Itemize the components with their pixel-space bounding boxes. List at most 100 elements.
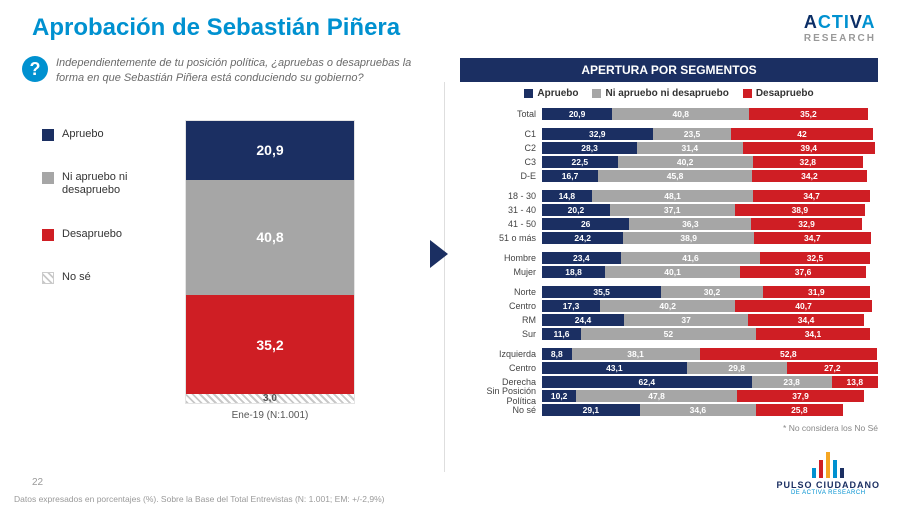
segment-bar-part: 13,8 bbox=[832, 376, 878, 388]
legend-desapruebo: Desapruebo bbox=[62, 228, 122, 241]
segment-bar-part: 37,9 bbox=[737, 390, 864, 402]
segment-bar-part: 22,5 bbox=[542, 156, 618, 168]
segment-row-label: Hombre bbox=[460, 253, 542, 263]
activa-logo: ACTIVA RESEARCH bbox=[804, 12, 876, 44]
pulso-sub: DE ACTIVA RESEARCH bbox=[776, 490, 880, 496]
legend-nose: No sé bbox=[62, 271, 91, 284]
segment-bar-part: 35,5 bbox=[542, 286, 661, 298]
segment-bar-part: 30,2 bbox=[661, 286, 762, 298]
segment-row-bar: 35,530,231,9 bbox=[542, 286, 878, 298]
swatch-neutral-mini bbox=[592, 89, 601, 98]
segment-group: C132,923,542C228,331,439,4C322,540,232,8… bbox=[460, 127, 878, 183]
segment-bar-part: 20,2 bbox=[542, 204, 610, 216]
segment-bar-part: 29,8 bbox=[687, 362, 787, 374]
segment-bar-part: 26 bbox=[542, 218, 629, 230]
segment-bar-part: 10,2 bbox=[542, 390, 576, 402]
segment-row-label: 41 - 50 bbox=[460, 219, 542, 229]
segment-bar-part: 25,8 bbox=[756, 404, 843, 416]
segment-bar-part: 52,8 bbox=[700, 348, 877, 360]
segment-bar-part: 31,4 bbox=[637, 142, 743, 154]
segment-row: RM24,43734,4 bbox=[460, 313, 878, 327]
swatch-desapruebo-mini bbox=[743, 89, 752, 98]
segment-row: C228,331,439,4 bbox=[460, 141, 878, 155]
segment-row-label: Izquierda bbox=[460, 349, 542, 359]
segment-bar-part: 32,5 bbox=[760, 252, 869, 264]
segment-bar-part: 34,4 bbox=[748, 314, 864, 326]
segment-row-label: RM bbox=[460, 315, 542, 325]
segment-bar-part: 17,3 bbox=[542, 300, 600, 312]
segment-bar-part: 34,1 bbox=[756, 328, 871, 340]
segment-group: Norte35,530,231,9Centro17,340,240,7RM24,… bbox=[460, 285, 878, 341]
segment-row-bar: 62,423,813,8 bbox=[542, 376, 878, 388]
segment-bar-part: 37,6 bbox=[740, 266, 866, 278]
segment-bar-part: 32,8 bbox=[753, 156, 863, 168]
swatch-desapruebo bbox=[42, 229, 54, 241]
segment-row: 51 o más24,238,934,7 bbox=[460, 231, 878, 245]
segment-row: C322,540,232,8 bbox=[460, 155, 878, 169]
segment-row-bar: 20,237,138,9 bbox=[542, 204, 878, 216]
segment-row-bar: 10,247,837,9 bbox=[542, 390, 878, 402]
segment-bar-part: 41,6 bbox=[621, 252, 761, 264]
question-text: Independientemente de tu posición políti… bbox=[56, 56, 436, 86]
segment-bar-part: 35,2 bbox=[749, 108, 867, 120]
segment-row: Izquierda8,838,152,8 bbox=[460, 347, 878, 361]
segment-bar-part: 31,9 bbox=[763, 286, 870, 298]
stacked-legend: Apruebo Ni apruebo ni desapruebo Desapru… bbox=[42, 128, 148, 314]
segment-bar-part: 16,7 bbox=[542, 170, 598, 182]
legend-apruebo: Apruebo bbox=[62, 128, 104, 141]
seg-legend-2: Desapruebo bbox=[756, 88, 814, 99]
segment-row-label: Norte bbox=[460, 287, 542, 297]
segment-bar-part: 40,8 bbox=[612, 108, 749, 120]
segment-bar-part: 38,9 bbox=[735, 204, 866, 216]
seg-legend-1: Ni apruebo ni desapruebo bbox=[605, 88, 728, 99]
segment-row: Centro17,340,240,7 bbox=[460, 299, 878, 313]
segment-bar-part: 36,3 bbox=[629, 218, 751, 230]
segment-group: Total20,940,835,2 bbox=[460, 107, 878, 121]
segment-bar-part: 52 bbox=[581, 328, 756, 340]
segment-row: No sé29,134,625,8 bbox=[460, 403, 878, 417]
segment-row-label: D-E bbox=[460, 171, 542, 181]
segment-row: 18 - 3014,848,134,7 bbox=[460, 189, 878, 203]
stack-seg-apruebo: 20,9 bbox=[186, 121, 354, 180]
segment-row: 31 - 4020,237,138,9 bbox=[460, 203, 878, 217]
swatch-apruebo-mini bbox=[524, 89, 533, 98]
divider-line bbox=[444, 82, 445, 472]
swatch-neutral bbox=[42, 172, 54, 184]
segment-row-label: No sé bbox=[460, 405, 542, 415]
stacked-bar-chart: 20,940,835,23,0 Ene-19 (N:1.001) bbox=[170, 120, 370, 421]
segment-bar-part: 24,4 bbox=[542, 314, 624, 326]
segment-group: Hombre23,441,632,5Mujer18,840,137,6 bbox=[460, 251, 878, 279]
segment-bar-part: 14,8 bbox=[542, 190, 592, 202]
stacked-x-label: Ene-19 (N:1.001) bbox=[170, 410, 370, 421]
segment-bar-part: 37 bbox=[624, 314, 748, 326]
segment-bar-part: 48,1 bbox=[592, 190, 754, 202]
pulso-logo: PULSO CIUDADANO DE ACTIVA RESEARCH bbox=[776, 452, 880, 496]
segment-group: Izquierda8,838,152,8Centro43,129,827,2De… bbox=[460, 347, 878, 417]
stack-seg-desapruebo: 35,2 bbox=[186, 295, 354, 394]
segment-bar-part: 23,8 bbox=[752, 376, 832, 388]
segment-row-label: C1 bbox=[460, 129, 542, 139]
segment-row-label: Mujer bbox=[460, 267, 542, 277]
segment-bar-part: 34,7 bbox=[754, 232, 871, 244]
segment-row: 41 - 502636,332,9 bbox=[460, 217, 878, 231]
segment-bar-part: 32,9 bbox=[542, 128, 653, 140]
seg-legend-0: Apruebo bbox=[537, 88, 578, 99]
segment-row: Hombre23,441,632,5 bbox=[460, 251, 878, 265]
pulso-title: PULSO CIUDADANO bbox=[776, 480, 880, 490]
segment-bar-part: 40,2 bbox=[618, 156, 753, 168]
segment-row-bar: 23,441,632,5 bbox=[542, 252, 878, 264]
page-number: 22 bbox=[32, 477, 43, 488]
segment-bar-part: 32,9 bbox=[751, 218, 862, 230]
segment-bar-part: 42 bbox=[731, 128, 872, 140]
segments-note: * No considera los No Sé bbox=[460, 423, 878, 433]
segment-row: Centro43,129,827,2 bbox=[460, 361, 878, 375]
footnote: Datos expresados en porcentajes (%). Sob… bbox=[14, 494, 385, 504]
segment-row-label: Centro bbox=[460, 363, 542, 373]
segment-bar-part: 45,8 bbox=[598, 170, 752, 182]
segment-bar-part: 62,4 bbox=[542, 376, 752, 388]
segment-bar-part: 39,4 bbox=[743, 142, 875, 154]
segment-row-bar: 14,848,134,7 bbox=[542, 190, 878, 202]
stack-seg-neutral: 40,8 bbox=[186, 180, 354, 295]
segments-legend: Apruebo Ni apruebo ni desapruebo Desapru… bbox=[460, 82, 878, 107]
segment-bar-part: 24,2 bbox=[542, 232, 623, 244]
